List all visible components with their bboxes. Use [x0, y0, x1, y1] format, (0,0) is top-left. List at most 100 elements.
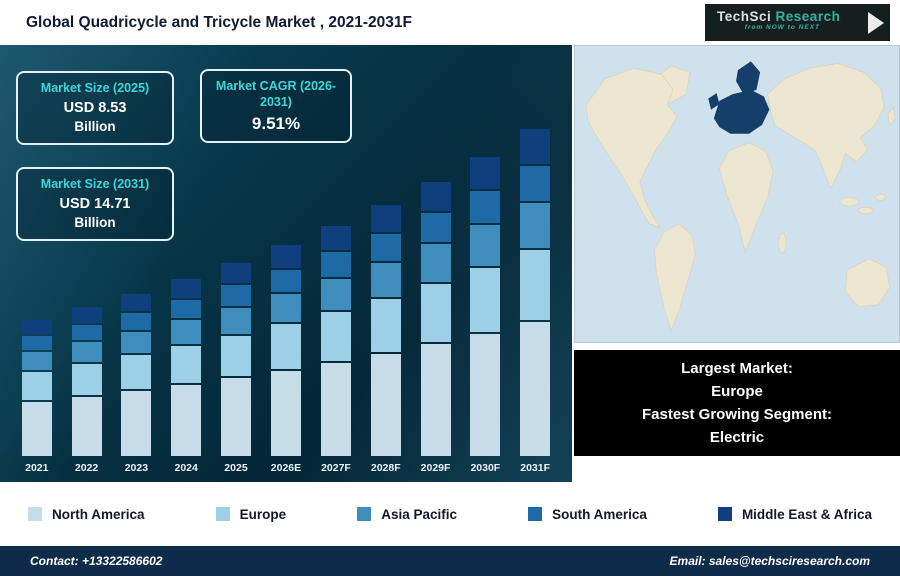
- x-axis-label: 2028F: [370, 462, 401, 474]
- bar-stack: [370, 205, 401, 456]
- bar-segment: [420, 344, 451, 456]
- bar-segment: [71, 363, 102, 395]
- bar-segment: [320, 362, 351, 456]
- legend-label: North America: [52, 506, 145, 522]
- legend-label: Europe: [239, 506, 287, 522]
- bar-segment: [470, 333, 501, 456]
- bar-segment: [21, 335, 52, 350]
- bar-segment: [21, 371, 52, 400]
- world-map-svg: [585, 61, 896, 332]
- bar-segment: [220, 262, 251, 284]
- south-america-shape: [654, 223, 696, 332]
- brand-primary: TechSci: [717, 9, 772, 24]
- bar-group: 2027F: [320, 225, 351, 482]
- bar-group: 2030F: [470, 156, 501, 482]
- market-size-2025-value: USD 8.53: [63, 100, 127, 116]
- bar-segment: [420, 213, 451, 243]
- x-axis-label: 2027F: [321, 462, 351, 474]
- legend-swatch: [215, 507, 230, 521]
- north-america-shape: [585, 67, 678, 229]
- fastest-segment-label: Fastest Growing Segment:: [641, 406, 833, 423]
- footer-email: Email: sales@techsciresearch.com: [669, 554, 870, 568]
- europe-mainland-shape: [713, 89, 770, 134]
- bar-segment: [520, 249, 551, 320]
- legend-item: Asia Pacific: [357, 507, 457, 522]
- bar-stack: [71, 307, 102, 456]
- chart-panel: 2021 2022 2023 2024 2025 2026E 2027F 2028F 2029F…: [0, 45, 572, 482]
- bar-segment: [71, 307, 102, 323]
- bar-stack: [121, 293, 152, 456]
- bar-segment: [270, 269, 301, 293]
- legend-item: Middle East & Africa: [717, 507, 872, 522]
- bar-segment: [220, 307, 251, 334]
- bar-stack: [320, 225, 351, 456]
- asia-shape: [767, 63, 885, 190]
- bar-stack: [171, 279, 202, 456]
- bar-group: 2025: [220, 262, 251, 482]
- header: Global Quadricycle and Tricycle Market ,…: [0, 0, 900, 45]
- bar-segment: [520, 202, 551, 248]
- market-size-2025-label: Market Size (2025): [40, 81, 150, 95]
- bar-segment: [270, 294, 301, 323]
- southeast-asia-islands: [839, 196, 859, 207]
- bar-segment: [171, 299, 202, 319]
- japan-shape: [887, 106, 896, 126]
- bar-stack: [21, 319, 52, 456]
- x-axis-label: 2031F: [520, 462, 551, 474]
- bar-group: 2029F: [420, 181, 451, 482]
- legend: North America Europe Asia Pacific South Ame…: [0, 482, 900, 546]
- bar-segment: [171, 320, 202, 344]
- x-axis-label: 2022: [74, 462, 99, 474]
- world-map: [574, 45, 900, 343]
- market-size-2031-unit: Billion: [74, 215, 116, 230]
- bar-segment: [121, 391, 152, 456]
- arrow-icon: [868, 12, 884, 34]
- bar-segment: [370, 233, 401, 261]
- legend-swatch: [717, 507, 732, 521]
- bar-stack: [270, 245, 301, 456]
- x-axis-label: 2024: [174, 462, 198, 474]
- legend-item: South America: [528, 507, 647, 522]
- philippines-islands: [875, 193, 886, 201]
- bar-segment: [71, 342, 102, 362]
- legend-label: South America: [552, 506, 647, 522]
- x-axis-label: 2023: [124, 462, 149, 474]
- bar-segment: [121, 312, 152, 330]
- market-cagr-label: Market CAGR (2026-2031): [215, 79, 337, 109]
- bar-stack: [220, 262, 251, 456]
- market-size-2031-box: Market Size (2031) USD 14.71 Billion: [16, 167, 174, 241]
- bar-segment: [420, 244, 451, 282]
- bar-group: 2022: [71, 307, 102, 482]
- bar-segment: [220, 335, 251, 377]
- bar-segment: [320, 252, 351, 277]
- bar-segment: [21, 319, 52, 334]
- brand-secondary: Research: [771, 9, 841, 24]
- uk-shape: [708, 93, 720, 110]
- bar-segment: [470, 224, 501, 266]
- market-size-2025-box: Market Size (2025) USD 8.53 Billion: [16, 71, 174, 145]
- bar-segment: [320, 278, 351, 310]
- bar-stack: [420, 181, 451, 456]
- bar-segment: [520, 165, 551, 201]
- bar-group: 2031F: [520, 128, 551, 482]
- bar-stack: [470, 156, 501, 456]
- legend-swatch: [357, 507, 372, 521]
- market-size-2025-unit: Billion: [74, 119, 116, 134]
- bar-segment: [171, 345, 202, 384]
- bar-group: 2021: [21, 319, 52, 482]
- bar-segment: [71, 396, 102, 456]
- bar-segment: [420, 283, 451, 343]
- legend-item: Europe: [215, 506, 287, 522]
- australia-shape: [845, 258, 891, 308]
- bar-segment: [270, 324, 301, 369]
- largest-market-value: Europe: [711, 383, 763, 400]
- bar-segment: [520, 321, 551, 456]
- market-cagr-box: Market CAGR (2026-2031) 9.51%: [200, 69, 352, 143]
- bar-segment: [370, 262, 401, 297]
- fastest-segment-value: Electric: [709, 429, 765, 446]
- market-size-2031-value: USD 14.71: [59, 196, 131, 212]
- legend-swatch: [28, 507, 42, 521]
- bar-chart: 2021 2022 2023 2024 2025 2026E 2027F 2028F 2029F…: [0, 45, 572, 482]
- bar-segment: [71, 324, 102, 341]
